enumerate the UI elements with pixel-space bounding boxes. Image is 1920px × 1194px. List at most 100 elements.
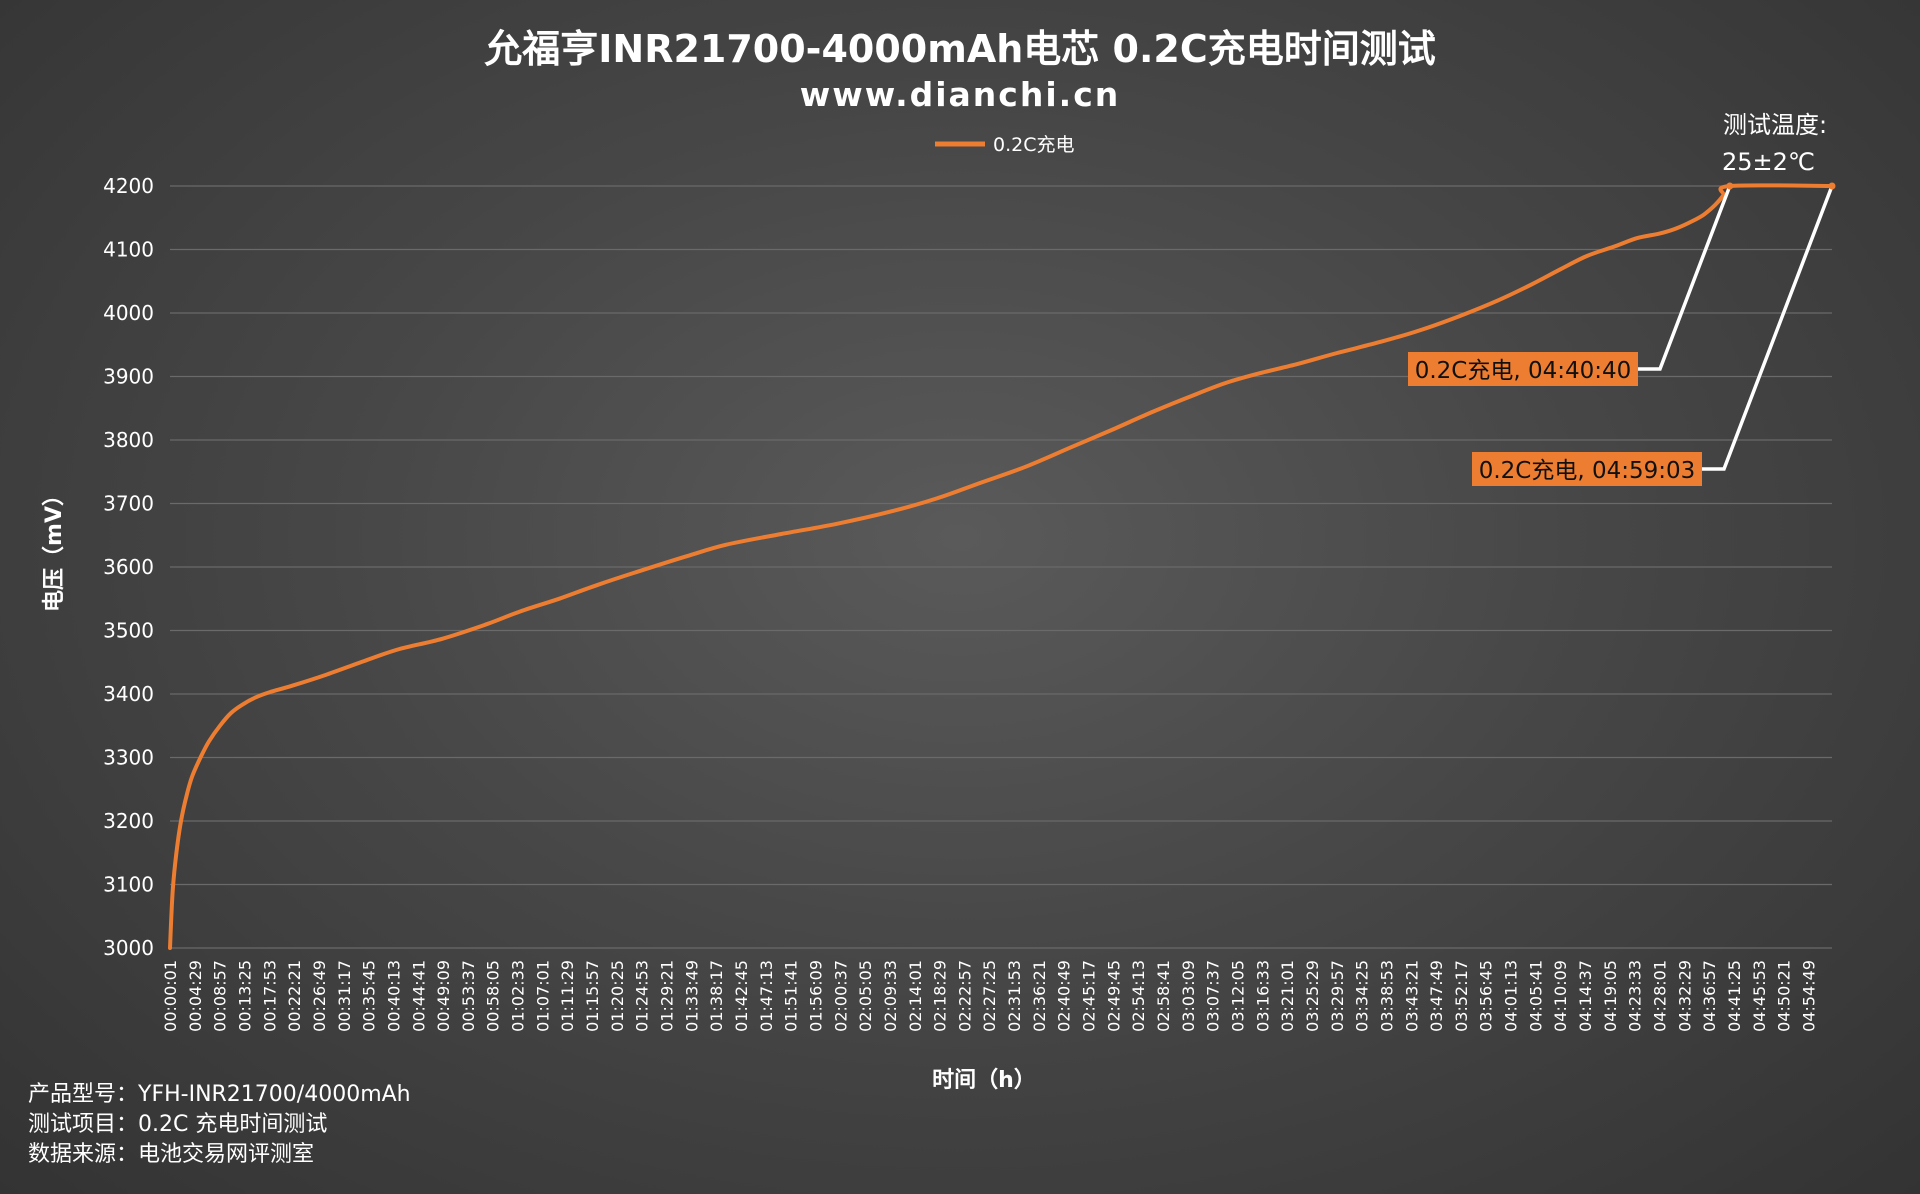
annotation-point	[1828, 182, 1836, 190]
x-tick-label: 01:20:25	[608, 960, 627, 1032]
y-tick-label: 3300	[103, 746, 154, 770]
annotation-point	[1726, 182, 1734, 190]
x-tick-label: 02:40:49	[1055, 960, 1074, 1032]
x-tick-label: 02:45:17	[1080, 960, 1099, 1032]
footer-source: 数据来源：电池交易网评测室	[28, 1142, 314, 1167]
x-tick-label: 03:47:49	[1427, 960, 1446, 1032]
y-axis-ticks: 3000 3100 3200 3300 3400 3500 3600 3700 3800 3900…	[103, 174, 154, 960]
x-tick-label: 04:45:53	[1750, 960, 1769, 1032]
x-tick-label: 01:24:53	[633, 960, 652, 1032]
x-tick-label: 00:40:13	[384, 960, 403, 1032]
x-tick-label: 01:51:41	[782, 960, 801, 1032]
annotation-box	[1472, 452, 1702, 486]
x-tick-label: 00:08:57	[211, 960, 230, 1032]
x-tick-label: 04:41:25	[1725, 960, 1744, 1032]
x-tick-label: 03:29:57	[1328, 960, 1347, 1032]
y-tick-label: 3800	[103, 428, 154, 452]
x-tick-label: 00:26:49	[310, 960, 329, 1032]
x-tick-label: 03:52:17	[1452, 960, 1471, 1032]
legend-label: 0.2C充电	[993, 134, 1074, 156]
x-tick-label: 01:42:45	[732, 960, 751, 1032]
y-tick-label: 3200	[103, 809, 154, 833]
x-tick-label: 04:32:29	[1675, 960, 1694, 1032]
x-tick-label: 01:56:09	[806, 960, 825, 1032]
x-tick-label: 02:00:37	[831, 960, 850, 1032]
x-tick-label: 02:05:05	[856, 960, 875, 1032]
x-tick-label: 02:54:13	[1129, 960, 1148, 1032]
x-tick-label: 04:50:21	[1775, 960, 1794, 1032]
x-tick-label: 02:49:45	[1104, 960, 1123, 1032]
x-tick-label: 03:43:21	[1402, 960, 1421, 1032]
x-tick-label: 01:29:21	[658, 960, 677, 1032]
x-tick-label: 00:22:21	[285, 960, 304, 1032]
x-axis-ticks: 00:00:01 00:04:29 00:08:57 00:13:25 00:17:53…	[161, 960, 1818, 1032]
x-tick-label: 00:31:17	[335, 960, 354, 1032]
annotation-leader	[1638, 185, 1732, 371]
x-tick-label: 03:25:29	[1303, 960, 1322, 1032]
x-tick-label: 01:47:13	[757, 960, 776, 1032]
x-tick-label: 03:56:45	[1477, 960, 1496, 1032]
x-tick-label: 00:00:01	[161, 960, 180, 1032]
annotation-layer: 0.2C充电, 04:40:40 0.2C充电, 04:59:03	[1408, 182, 1836, 486]
x-tick-label: 03:38:53	[1377, 960, 1396, 1032]
x-tick-label: 00:53:37	[459, 960, 478, 1032]
y-tick-label: 3100	[103, 873, 154, 897]
x-tick-label: 00:17:53	[260, 960, 279, 1032]
chart-title: 允福亨INR21700-4000mAh电芯 0.2C充电时间测试	[484, 27, 1435, 71]
x-tick-label: 02:58:41	[1154, 960, 1173, 1032]
chart-subtitle: www.dianchi.cn	[800, 75, 1121, 114]
x-tick-label: 01:33:49	[682, 960, 701, 1032]
x-tick-label: 04:14:37	[1576, 960, 1595, 1032]
x-axis-label: 时间（h）	[932, 1068, 1036, 1093]
x-tick-label: 02:31:53	[1005, 960, 1024, 1032]
temperature-note-line2: 25±2℃	[1722, 148, 1815, 176]
footer-test-item: 测试项目：0.2C 充电时间测试	[28, 1112, 327, 1137]
x-tick-label: 02:14:01	[906, 960, 925, 1032]
temperature-note-line1: 测试温度:	[1723, 111, 1827, 139]
x-tick-label: 02:27:25	[980, 960, 999, 1032]
annotation-leader	[1702, 185, 1834, 471]
x-tick-label: 01:15:57	[583, 960, 602, 1032]
x-tick-label: 03:16:33	[1253, 960, 1272, 1032]
chart-legend: 0.2C充电	[935, 134, 1074, 156]
annotation-label: 0.2C充电, 04:59:03	[1479, 458, 1696, 484]
annotation-box	[1408, 352, 1638, 386]
x-tick-label: 02:22:57	[955, 960, 974, 1032]
x-tick-label: 04:54:49	[1799, 960, 1818, 1032]
x-tick-label: 00:13:25	[235, 960, 254, 1032]
annotation-label: 0.2C充电, 04:40:40	[1415, 358, 1632, 384]
y-tick-label: 3500	[103, 619, 154, 643]
x-tick-label: 04:28:01	[1651, 960, 1670, 1032]
x-tick-label: 04:05:41	[1526, 960, 1545, 1032]
footer-model: 产品型号：YFH-INR21700/4000mAh	[28, 1082, 411, 1107]
x-tick-label: 00:04:29	[186, 960, 205, 1032]
x-tick-label: 03:12:05	[1228, 960, 1247, 1032]
x-tick-label: 01:02:33	[509, 960, 528, 1032]
x-tick-label: 04:10:09	[1551, 960, 1570, 1032]
x-tick-label: 00:35:45	[360, 960, 379, 1032]
y-tick-label: 3900	[103, 365, 154, 389]
x-tick-label: 02:09:33	[881, 960, 900, 1032]
x-tick-label: 03:03:09	[1179, 960, 1198, 1032]
x-tick-label: 02:18:29	[931, 960, 950, 1032]
series-line	[168, 183, 1834, 950]
x-tick-label: 01:07:01	[533, 960, 552, 1032]
footer: 产品型号：YFH-INR21700/4000mAh 测试项目：0.2C 充电时间…	[28, 1082, 411, 1167]
x-tick-label: 00:44:41	[409, 960, 428, 1032]
y-tick-label: 4100	[103, 238, 154, 262]
y-tick-label: 4200	[103, 174, 154, 198]
series-layer	[168, 183, 1834, 950]
x-tick-label: 04:01:13	[1502, 960, 1521, 1032]
x-tick-label: 03:07:37	[1204, 960, 1223, 1032]
grid-lines	[170, 185, 1832, 949]
x-tick-label: 00:49:09	[434, 960, 453, 1032]
x-tick-label: 01:38:17	[707, 960, 726, 1032]
x-tick-label: 04:23:33	[1626, 960, 1645, 1032]
x-tick-label: 01:11:29	[558, 960, 577, 1032]
x-tick-label: 00:58:05	[484, 960, 503, 1032]
x-tick-label: 03:34:25	[1353, 960, 1372, 1032]
x-tick-label: 04:19:05	[1601, 960, 1620, 1032]
x-tick-label: 04:36:57	[1700, 960, 1719, 1032]
y-tick-label: 3600	[103, 555, 154, 579]
y-tick-label: 3000	[103, 936, 154, 960]
